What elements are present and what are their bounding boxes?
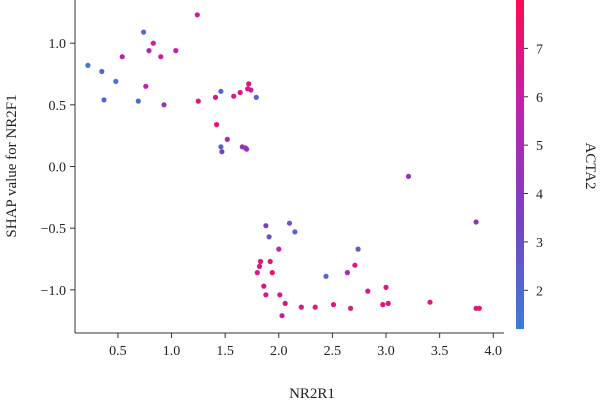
y-tick-label: 0.0 xyxy=(49,161,67,176)
colorbar-tick-label: 6 xyxy=(536,91,543,106)
data-point xyxy=(355,246,361,252)
data-point xyxy=(286,220,293,226)
data-point xyxy=(214,122,220,128)
x-tick-label: 2.0 xyxy=(270,344,288,359)
colorbar-tick-label: 7 xyxy=(536,42,543,57)
data-point xyxy=(212,94,219,100)
data-point xyxy=(380,302,386,308)
colorbar-ticks: 2 3 4 5 6 7 xyxy=(524,42,543,299)
data-point xyxy=(323,273,329,279)
x-tick-label: 2.5 xyxy=(324,344,342,359)
data-point xyxy=(173,48,179,54)
data-point xyxy=(279,313,285,319)
data-point xyxy=(257,258,264,265)
y-tick-label: −1.0 xyxy=(41,284,66,299)
data-point xyxy=(266,234,272,240)
data-point xyxy=(99,68,105,75)
data-point xyxy=(269,270,275,276)
y-axis: 1.0 0.5 0.0 −0.5 −1.0 xyxy=(41,0,76,333)
colorbar-label: ACTA2 xyxy=(582,142,598,189)
data-point xyxy=(218,144,224,150)
colorbar: 2 3 4 5 6 7 ACTA2 xyxy=(516,0,598,329)
x-tick-label: 3.0 xyxy=(377,344,395,359)
data-point xyxy=(383,284,389,290)
x-tick-label: 4.0 xyxy=(485,344,503,359)
data-point xyxy=(161,102,167,108)
colorbar-tick-label: 5 xyxy=(536,139,543,154)
scatter-points xyxy=(85,12,482,319)
data-point xyxy=(348,305,354,311)
data-point xyxy=(352,262,358,268)
data-point xyxy=(150,40,156,46)
data-point xyxy=(330,302,337,308)
x-tick-label: 1.0 xyxy=(163,344,181,359)
data-point xyxy=(244,146,250,152)
data-point xyxy=(263,223,269,229)
colorbar-gradient xyxy=(516,0,524,329)
data-point xyxy=(85,62,91,68)
data-point xyxy=(237,89,243,96)
data-point xyxy=(218,88,224,94)
data-point xyxy=(248,87,254,93)
x-tick-label: 3.5 xyxy=(431,344,449,359)
data-point xyxy=(143,83,149,89)
data-point xyxy=(282,300,288,306)
data-point xyxy=(158,54,164,60)
data-point xyxy=(254,270,260,276)
data-point xyxy=(427,299,433,305)
data-point xyxy=(253,94,259,100)
data-point xyxy=(292,229,298,235)
data-point xyxy=(385,300,391,306)
data-point xyxy=(298,304,304,310)
data-point xyxy=(312,304,318,310)
data-point xyxy=(405,173,412,179)
y-tick-label: 0.5 xyxy=(49,99,67,114)
data-point xyxy=(473,219,479,225)
data-point xyxy=(256,263,263,269)
data-point xyxy=(267,258,273,265)
data-point xyxy=(263,292,269,298)
y-axis-label: SHAP value for NR2F1 xyxy=(4,94,20,237)
data-point xyxy=(195,98,201,104)
x-axis: 0.5 1.0 1.5 2.0 2.5 3.0 3.5 4.0 xyxy=(75,332,504,359)
data-point xyxy=(219,149,225,155)
data-point xyxy=(365,288,371,294)
data-point xyxy=(231,93,237,99)
data-point xyxy=(476,305,482,311)
data-point xyxy=(194,12,200,18)
data-point xyxy=(135,98,141,104)
data-point xyxy=(246,81,252,87)
y-tick-label: 1.0 xyxy=(49,37,67,52)
colorbar-tick-label: 2 xyxy=(536,284,543,299)
data-point xyxy=(146,48,152,54)
data-point xyxy=(101,97,107,103)
data-point xyxy=(344,270,350,276)
data-point xyxy=(141,29,147,35)
x-tick-label: 1.5 xyxy=(216,344,234,359)
data-point xyxy=(113,78,119,84)
y-tick-label: −0.5 xyxy=(41,222,66,237)
colorbar-tick-label: 3 xyxy=(536,236,543,251)
x-axis-label: NR2R1 xyxy=(289,386,335,402)
x-tick-label: 0.5 xyxy=(109,344,127,359)
data-point xyxy=(119,54,125,60)
colorbar-tick-label: 4 xyxy=(536,188,543,203)
data-point xyxy=(261,283,267,289)
data-point xyxy=(276,246,282,252)
data-point xyxy=(277,292,283,298)
data-point xyxy=(224,136,230,142)
